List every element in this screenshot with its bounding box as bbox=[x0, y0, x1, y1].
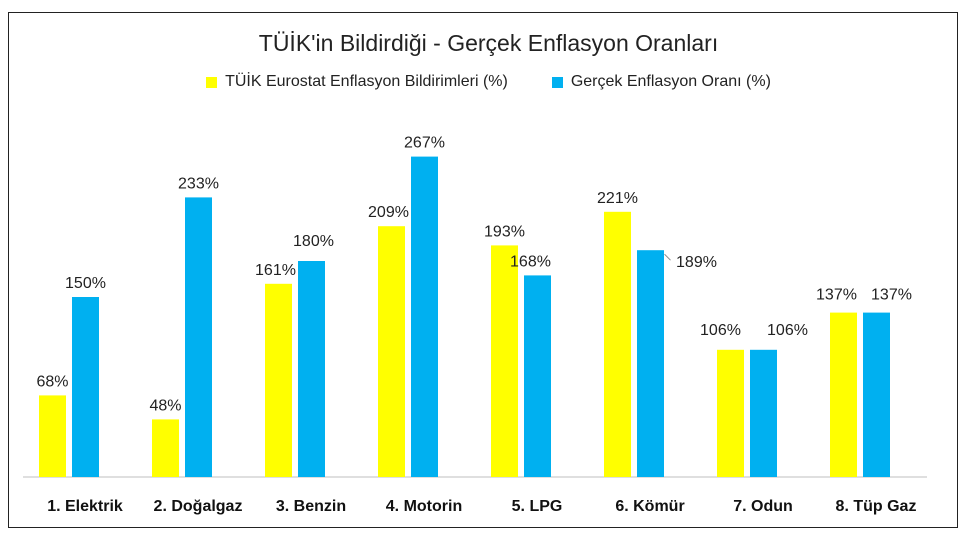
data-label-tuik-6: 221% bbox=[597, 190, 638, 207]
bar-real-1 bbox=[72, 297, 99, 477]
data-label-tuik-3: 161% bbox=[255, 262, 296, 279]
data-label-real-1: 150% bbox=[65, 275, 106, 292]
legend-item-tuik: TÜİK Eurostat Enflasyon Bildirimleri (%) bbox=[206, 73, 508, 91]
legend-label-tuik: TÜİK Eurostat Enflasyon Bildirimleri (%) bbox=[225, 73, 508, 90]
x-tick-2-do-algaz: 2. Doğalgaz bbox=[154, 498, 243, 515]
legend-swatch-tuik bbox=[206, 76, 218, 88]
bar-tuik-6 bbox=[604, 211, 631, 478]
bar-tuik-8 bbox=[830, 312, 857, 477]
chart-title: TÜİK'in Bildirdiği - Gerçek Enflasyon Or… bbox=[258, 30, 719, 56]
bar-real-3 bbox=[298, 261, 325, 477]
legend-label-real: Gerçek Enflasyon Oranı (%) bbox=[570, 73, 771, 90]
chart-legend: TÜİK Eurostat Enflasyon Bildirimleri (%)… bbox=[0, 73, 977, 91]
data-label-real-6: 189% bbox=[676, 254, 717, 271]
data-label-real-4: 267% bbox=[404, 135, 445, 152]
data-label-tuik-1: 68% bbox=[36, 373, 68, 390]
data-label-tuik-2: 48% bbox=[149, 397, 181, 414]
bar-tuik-5 bbox=[491, 245, 518, 477]
bar-real-8 bbox=[863, 312, 890, 477]
bar-real-2 bbox=[185, 197, 212, 477]
data-label-real-5: 168% bbox=[510, 253, 551, 270]
bar-tuik-7 bbox=[717, 349, 744, 477]
x-tick-7-odun: 7. Odun bbox=[733, 498, 793, 515]
legend-item-real: Gerçek Enflasyon Oranı (%) bbox=[551, 73, 771, 91]
data-label-real-7: 106% bbox=[767, 322, 808, 339]
bar-real-7 bbox=[750, 349, 777, 477]
x-tick-1-elektrik: 1. Elektrik bbox=[47, 498, 123, 515]
bar-real-4 bbox=[411, 156, 438, 477]
legend-swatch-real bbox=[551, 76, 563, 88]
data-label-tuik-8: 137% bbox=[816, 287, 857, 304]
data-label-tuik-7: 106% bbox=[700, 322, 741, 339]
bar-tuik-3 bbox=[265, 283, 292, 477]
data-label-real-2: 233% bbox=[178, 175, 219, 192]
bar-tuik-1 bbox=[39, 395, 66, 477]
bar-tuik-2 bbox=[152, 419, 179, 477]
data-label-tuik-4: 209% bbox=[368, 204, 409, 221]
leader-line-komur bbox=[664, 253, 671, 261]
data-label-real-8: 137% bbox=[871, 287, 912, 304]
bar-real-6 bbox=[637, 250, 664, 477]
bar-tuik-4 bbox=[378, 226, 405, 477]
data-label-tuik-5: 193% bbox=[484, 223, 525, 240]
x-tick-6-k-m-r: 6. Kömür bbox=[615, 498, 684, 515]
bar-real-5 bbox=[524, 275, 551, 477]
x-tick-8-t-p-gaz: 8. Tüp Gaz bbox=[836, 498, 917, 515]
x-tick-5-lpg: 5. LPG bbox=[512, 498, 563, 515]
x-tick-4-motorin: 4. Motorin bbox=[386, 498, 462, 515]
data-label-real-3: 180% bbox=[293, 233, 334, 250]
x-tick-3-benzin: 3. Benzin bbox=[276, 498, 346, 515]
